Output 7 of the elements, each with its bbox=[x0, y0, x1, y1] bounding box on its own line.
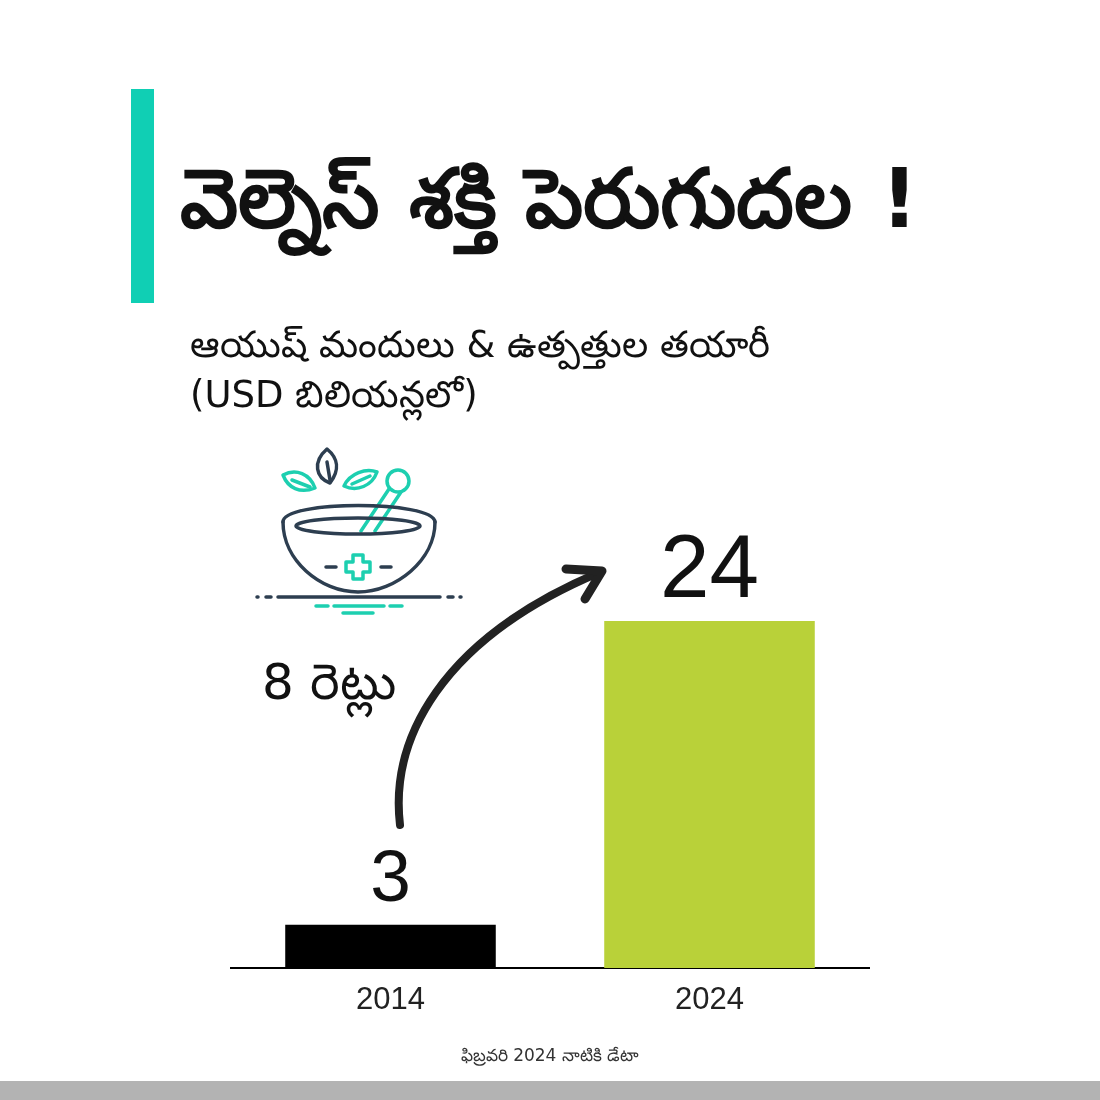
data-label: 24 bbox=[660, 516, 759, 616]
chart-title: వెల్నెస్ శక్తి పెరుగుదల ! bbox=[180, 150, 919, 257]
x-tick-label: 2014 bbox=[356, 981, 425, 1017]
data-label: 3 bbox=[370, 834, 411, 916]
x-tick-label: 2024 bbox=[675, 981, 744, 1017]
text: ఫిబ్రవరి 2024 నాటికి డేటా bbox=[459, 1044, 641, 1067]
chart-subtitle: ఆయుష్ మందులు & ఉత్పత్తుల తయారీ (USD బిలియన్లలో) bbox=[190, 322, 770, 420]
